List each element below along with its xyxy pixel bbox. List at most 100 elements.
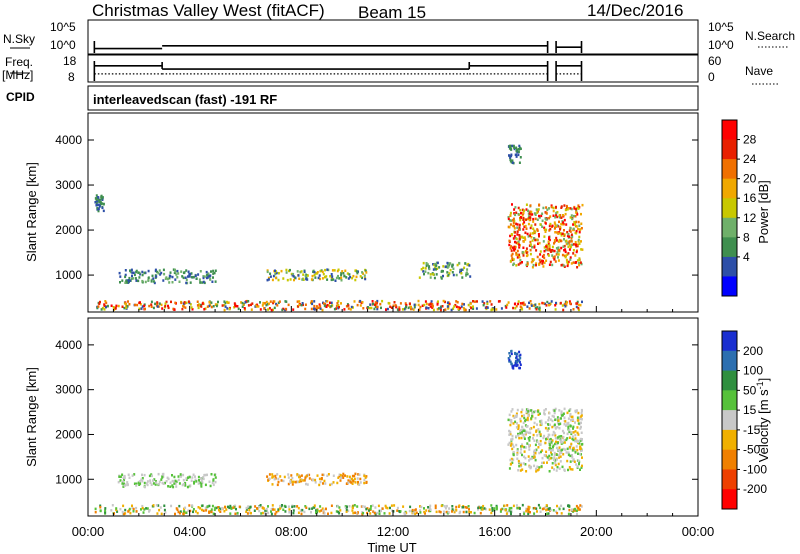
data-cell <box>548 246 551 250</box>
data-cell <box>440 275 443 279</box>
data-cell <box>268 473 271 476</box>
data-cell <box>154 302 157 306</box>
data-cell <box>556 465 559 469</box>
data-cell <box>208 301 211 304</box>
data-cell <box>550 300 553 303</box>
data-cell <box>452 273 455 277</box>
data-cell <box>523 437 526 440</box>
data-cell <box>529 248 532 252</box>
data-cell <box>451 263 454 267</box>
data-cell <box>404 512 407 516</box>
data-cell <box>351 474 354 478</box>
data-cell <box>381 299 384 303</box>
data-cell <box>166 277 169 281</box>
data-cell <box>413 303 416 307</box>
data-cell <box>354 511 357 514</box>
data-cell <box>574 439 577 443</box>
data-cell <box>213 508 216 511</box>
data-cell <box>195 480 198 483</box>
data-cell <box>519 259 522 262</box>
data-cell <box>153 281 156 285</box>
nave-tick-high: 60 <box>708 54 722 68</box>
data-cell <box>553 258 556 261</box>
data-cell <box>457 307 460 311</box>
data-cell <box>548 237 550 241</box>
data-cell <box>522 303 525 307</box>
data-cell <box>560 206 563 209</box>
data-cell <box>574 254 577 257</box>
data-cell <box>344 269 347 272</box>
data-cell <box>259 308 262 311</box>
data-cell <box>558 238 561 242</box>
data-cell <box>265 303 268 307</box>
data-cell <box>124 273 127 277</box>
data-cell <box>269 275 272 278</box>
data-cell <box>515 422 518 425</box>
data-cell <box>340 476 343 479</box>
data-cell <box>94 201 97 204</box>
data-cell <box>556 511 559 515</box>
data-cell <box>514 360 517 363</box>
data-cell <box>521 468 524 471</box>
data-cell <box>465 271 468 274</box>
data-cell <box>330 511 333 515</box>
data-cell <box>97 196 100 199</box>
data-cell <box>178 482 181 485</box>
data-cell <box>571 243 574 247</box>
data-cell <box>118 475 121 478</box>
data-cell <box>511 144 513 148</box>
data-cell <box>553 249 556 253</box>
colorbar-segment <box>722 331 737 352</box>
data-cell <box>510 233 513 236</box>
data-cell <box>347 479 350 482</box>
data-cell <box>299 270 302 274</box>
data-cell <box>351 477 353 481</box>
data-cell <box>479 506 482 510</box>
data-cell <box>527 414 530 417</box>
data-cell <box>541 255 544 258</box>
data-cell <box>326 474 329 477</box>
data-cell <box>513 219 516 223</box>
data-cell <box>575 261 578 264</box>
data-cell <box>304 307 307 311</box>
data-cell <box>342 472 345 476</box>
data-cell <box>451 265 454 268</box>
data-cell <box>261 304 264 307</box>
data-cell <box>511 257 514 260</box>
data-cell <box>456 301 459 304</box>
data-cell <box>566 301 568 304</box>
data-cell <box>559 232 562 235</box>
data-cell <box>578 442 581 445</box>
data-cell <box>419 511 422 514</box>
data-cell <box>462 506 465 509</box>
data-cell <box>149 479 152 482</box>
data-cell <box>304 303 307 306</box>
data-cell <box>223 303 226 307</box>
data-cell <box>226 300 228 304</box>
data-cell <box>551 263 554 267</box>
data-cell <box>371 300 374 303</box>
data-cell <box>540 214 543 218</box>
data-cell <box>326 300 329 303</box>
data-cell <box>557 240 560 243</box>
data-cell <box>542 253 545 257</box>
data-cell <box>495 308 498 311</box>
data-cell <box>508 154 510 157</box>
data-cell <box>525 203 528 206</box>
data-cell <box>103 308 106 311</box>
data-cell <box>112 306 115 309</box>
data-cell <box>530 210 533 214</box>
data-cell <box>580 415 583 418</box>
data-cell <box>540 450 542 454</box>
data-cell <box>405 305 407 308</box>
data-cell <box>521 302 524 305</box>
data-cell <box>536 440 539 443</box>
data-cell <box>559 301 562 305</box>
data-cell <box>449 262 452 265</box>
data-cell <box>484 507 487 511</box>
colorbar-segment <box>722 276 737 297</box>
data-cell <box>353 300 356 303</box>
data-cell <box>94 510 97 514</box>
data-cell <box>361 301 364 304</box>
data-cell <box>335 510 338 513</box>
